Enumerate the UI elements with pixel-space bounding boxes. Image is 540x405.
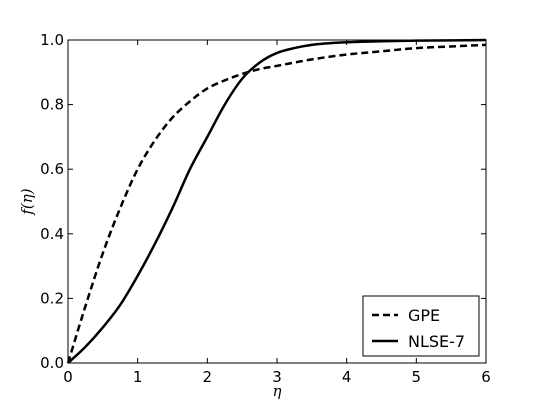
x-tick-label: 0 <box>63 368 73 386</box>
x-tick-label: 4 <box>342 368 352 386</box>
y-tick-label: 0.6 <box>40 160 64 178</box>
legend: GPE NLSE-7 <box>362 295 480 357</box>
x-tick-label: 2 <box>203 368 213 386</box>
ticks-layer: 0 1 2 3 4 5 6 0.0 0.2 0.4 0.6 0.8 1.0 <box>40 31 491 386</box>
series-layer <box>66 38 487 364</box>
series-line-nlse-7 <box>67 38 487 364</box>
legend-label-gpe: GPE <box>408 306 440 325</box>
y-tick-label: 0.8 <box>40 96 64 114</box>
x-tick-label: 1 <box>133 368 143 386</box>
x-tick-label: 6 <box>481 368 491 386</box>
x-axis-label: η <box>273 382 282 400</box>
y-axis-label: f(η) <box>18 188 36 215</box>
legend-box <box>362 295 480 357</box>
y-tick-label: 0.4 <box>40 225 64 243</box>
y-tick-label: 1.0 <box>40 31 64 49</box>
y-tick-label: 0.0 <box>40 354 64 372</box>
x-tick-label: 3 <box>272 368 282 386</box>
legend-label-nlse7: NLSE-7 <box>408 332 465 351</box>
series-line-gpe <box>66 43 487 364</box>
y-tick-label: 0.2 <box>40 289 64 307</box>
x-tick-label: 5 <box>412 368 422 386</box>
